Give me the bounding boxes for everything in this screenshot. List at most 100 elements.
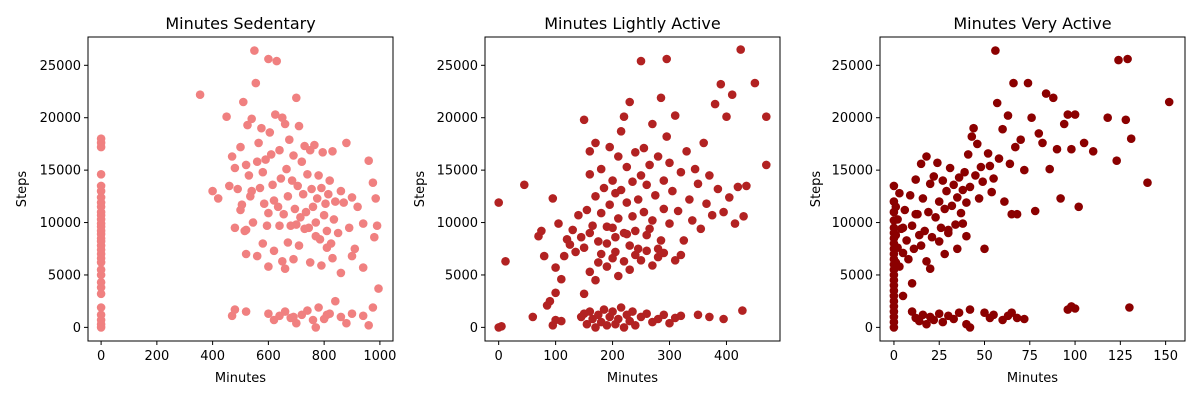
data-point [907, 221, 917, 230]
data-point [659, 248, 669, 258]
data-point [619, 257, 629, 266]
data-point [591, 323, 600, 332]
data-point [96, 289, 106, 299]
data-point [614, 271, 623, 281]
data-point [889, 323, 899, 332]
data-point [605, 142, 614, 152]
data-point [642, 180, 651, 190]
data-point [368, 303, 378, 312]
data-point [992, 98, 1002, 108]
data-point [945, 163, 955, 173]
data-point [311, 231, 321, 241]
data-point [631, 148, 640, 157]
data-point [96, 186, 106, 196]
data-point [591, 138, 600, 148]
data-point [548, 194, 558, 203]
data-point [929, 315, 939, 325]
data-point [358, 263, 368, 272]
data-point [294, 121, 304, 131]
data-point [596, 208, 606, 218]
data-point [1038, 138, 1047, 148]
data-point [241, 249, 251, 259]
data-point [230, 223, 240, 233]
data-point [973, 139, 982, 149]
data-point [898, 223, 908, 233]
data-point [628, 212, 637, 221]
data-point [963, 150, 973, 159]
data-point [722, 112, 731, 121]
data-point [889, 181, 899, 191]
data-point [333, 228, 343, 238]
data-point [528, 312, 538, 322]
data-point [696, 224, 706, 234]
data-point [289, 254, 298, 264]
y-tick-label: 25000 [437, 59, 478, 74]
data-point [980, 244, 989, 254]
y-tick-label: 0 [865, 321, 873, 336]
data-point [331, 296, 340, 306]
data-point [1034, 129, 1044, 138]
data-point [685, 195, 694, 204]
data-point [645, 224, 654, 234]
data-point [557, 316, 566, 326]
data-point [537, 226, 546, 236]
data-point [579, 115, 589, 125]
data-point [241, 160, 251, 170]
data-point [275, 145, 284, 155]
data-point [557, 274, 566, 284]
data-point [947, 201, 957, 211]
data-point [938, 176, 948, 185]
data-point [250, 46, 259, 55]
data-point [688, 216, 697, 225]
data-point [954, 308, 964, 318]
data-point [1016, 135, 1025, 144]
data-point [319, 210, 329, 220]
data-point [574, 210, 583, 220]
data-point [364, 156, 374, 165]
data-point [922, 257, 931, 266]
data-point [676, 311, 686, 321]
y-tick-label: 20000 [437, 111, 478, 126]
data-point [907, 307, 917, 316]
y-tick-label: 15000 [437, 164, 478, 179]
data-point [933, 158, 942, 168]
data-point [236, 142, 245, 152]
data-point [1123, 54, 1132, 64]
data-point [938, 317, 948, 327]
y-tick-label: 10000 [437, 216, 478, 231]
x-tick-label: 200 [144, 349, 169, 364]
data-point [96, 170, 106, 179]
data-point [1125, 303, 1134, 312]
data-point [991, 46, 1000, 55]
data-point [1030, 206, 1040, 216]
data-point [1067, 144, 1076, 154]
x-tick-label: 200 [600, 349, 625, 364]
data-point [670, 255, 680, 265]
data-point [265, 128, 275, 137]
data-point [925, 179, 935, 189]
data-point [300, 224, 309, 234]
data-point [616, 303, 626, 312]
data-point [969, 123, 978, 133]
data-point [976, 162, 986, 172]
data-point [954, 173, 964, 182]
data-point [279, 209, 289, 219]
data-point [915, 316, 924, 326]
data-point [293, 181, 303, 191]
points-group [889, 46, 1174, 332]
y-tick-label: 0 [470, 321, 478, 336]
data-point [353, 202, 362, 212]
data-point [1121, 115, 1131, 125]
data-point [648, 261, 657, 270]
x-tick-label: 1000 [363, 349, 396, 364]
data-point [1070, 304, 1080, 313]
data-point [301, 207, 311, 217]
x-tick-label: 100 [543, 349, 568, 364]
data-point [318, 148, 328, 157]
data-point [303, 170, 312, 179]
data-point [494, 198, 504, 207]
data-point [625, 265, 634, 275]
data-point [1009, 78, 1018, 88]
data-point [297, 157, 307, 166]
data-point [247, 114, 256, 124]
